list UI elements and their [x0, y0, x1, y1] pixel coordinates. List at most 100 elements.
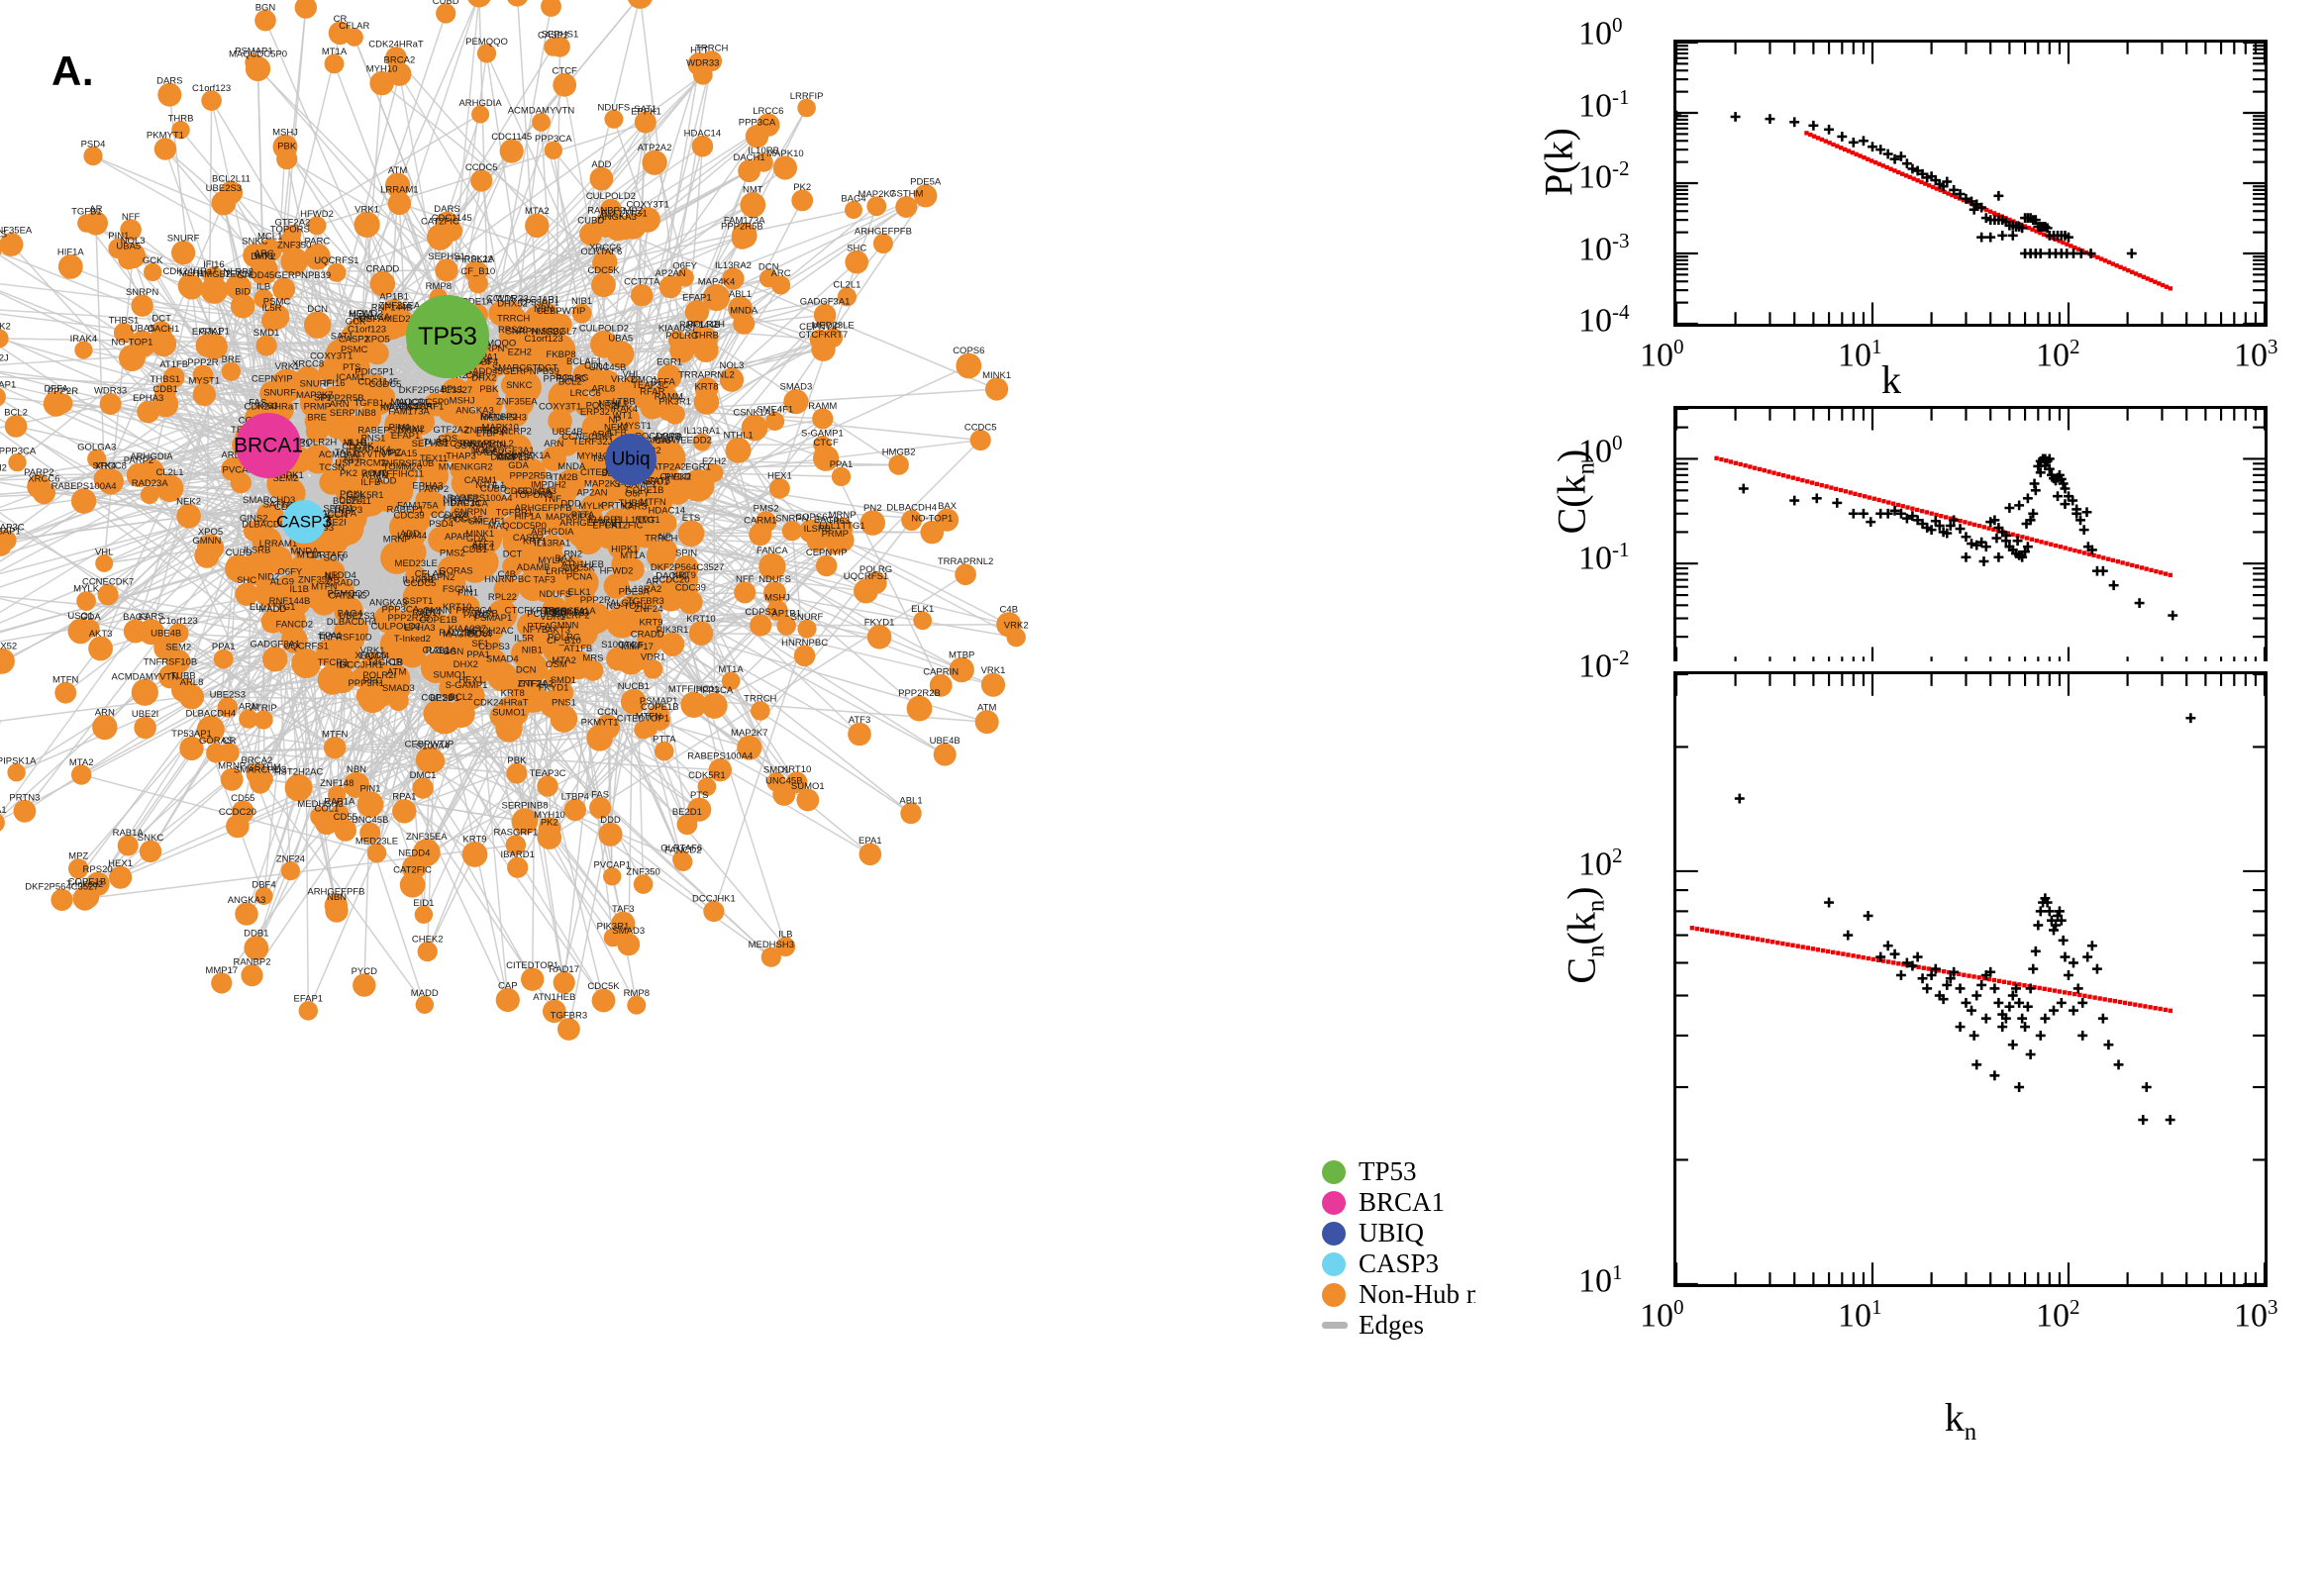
network-node-label: DKF2P564C3527 — [651, 562, 724, 573]
network-node — [557, 1018, 580, 1041]
network-node — [259, 380, 285, 406]
network-node — [502, 528, 533, 557]
network-node-label: NLRP2 — [559, 611, 590, 622]
network-node-label: ATN1HEB — [533, 992, 575, 1003]
network-node-label: ABL1 — [471, 543, 494, 553]
network-node-label: SERPINB8 — [502, 801, 549, 812]
network-node-label: CITEDTOP1 — [580, 467, 633, 478]
network-node — [343, 461, 363, 482]
network-node — [617, 933, 641, 956]
network-node — [776, 616, 796, 636]
network-node-label: ATM — [387, 667, 406, 678]
network-node — [402, 854, 427, 880]
network-node-label: CCDC5 — [369, 379, 402, 390]
network-node — [974, 710, 999, 735]
network-node-label: MAQCDC5P0 — [229, 49, 287, 59]
network-node-label: RABEPS100A4 — [357, 426, 423, 437]
network-node-label: HMGB2 — [531, 327, 564, 338]
network-node-label: SMARCHD3 — [243, 495, 295, 506]
network-node — [511, 640, 538, 667]
network-node-label: USO1 — [644, 477, 669, 488]
network-node-label: MAQCDC5P0 — [390, 397, 449, 408]
network-node — [203, 266, 225, 287]
network-node-label: ARHGDIA — [458, 98, 502, 109]
network-node-label: PKMYT1 — [581, 718, 619, 729]
network-node-label: TP53AP1 — [519, 297, 559, 308]
network-node-label: PYCD — [664, 471, 691, 482]
network-node — [140, 485, 159, 505]
network-node — [586, 725, 613, 751]
network-node — [487, 661, 518, 692]
network-node-label: RIPK1 — [276, 470, 303, 481]
network-node — [758, 552, 786, 580]
network-node — [113, 323, 135, 344]
network-node-label: UQCRFS1 — [844, 571, 888, 582]
network-node — [813, 445, 840, 471]
network-node-label: LRCC6 — [753, 106, 783, 117]
network-node-label: CDK24HRaT — [244, 401, 299, 412]
network-node — [528, 341, 559, 373]
network-node-label: ARHGDIA — [130, 451, 173, 462]
network-node-label: STAT3 — [643, 476, 670, 487]
network-node-label: EPPK1 — [592, 521, 623, 532]
network-node — [0, 329, 9, 349]
network-node — [81, 619, 100, 638]
network-node — [708, 758, 732, 782]
network-node-label: ZNF350 — [298, 574, 332, 585]
network-node-label: VRK1 — [360, 646, 385, 656]
hub-node-brca1: BRCA1 — [234, 413, 303, 478]
network-node-label: USO1 — [67, 611, 93, 622]
network-node-label: DFFA — [45, 383, 69, 394]
network-node-label: CD55 — [231, 793, 254, 804]
network-node — [901, 510, 923, 531]
legend-item-label: TP53 — [1359, 1156, 1417, 1186]
network-node — [192, 382, 216, 407]
network-node-label: LTBB — [613, 396, 636, 407]
network-node-label: BAG4 — [841, 194, 865, 205]
network-node — [603, 573, 630, 599]
network-node — [796, 788, 820, 812]
network-node — [813, 303, 837, 327]
network-node-label: GJAP1 — [530, 294, 559, 305]
network-node-label: PK2 — [541, 818, 558, 829]
x-tick-label: 100 — [1640, 335, 1684, 374]
network-node — [305, 420, 329, 443]
network-node — [334, 819, 356, 842]
network-node — [678, 590, 703, 615]
y-tick-label: 102 — [1578, 843, 1623, 883]
network-node-label: CUBD — [480, 484, 507, 495]
network-node-label: DKF2P564C3527 — [399, 385, 472, 396]
network-node — [280, 627, 308, 653]
network-node-label: CD55 — [334, 812, 357, 823]
network-node-label: UBE2S3 — [339, 611, 374, 622]
network-node — [471, 105, 490, 124]
network-node-label: ATF3 — [472, 540, 495, 550]
network-node — [913, 611, 933, 631]
network-node-label: SNURF — [791, 612, 824, 623]
legend-item-label: UBIQ — [1359, 1218, 1424, 1247]
network-node-label: NFYB — [523, 625, 548, 636]
network-node-label: EPPK1 — [192, 327, 223, 338]
network-node-label: ERP32 — [580, 407, 610, 418]
network-node-label: TRRCH — [497, 314, 530, 325]
network-node-label: CDC1145 — [357, 376, 398, 387]
network-node-label: PDIC5P1 — [354, 367, 394, 378]
network-node — [532, 113, 551, 132]
network-node-label: PPP2R — [48, 386, 78, 397]
network-node-label: CASP2 — [513, 533, 544, 544]
network-node — [262, 646, 288, 672]
network-node-label: SNKC — [138, 833, 164, 844]
network-node-label: NBN — [327, 892, 347, 903]
network-node-label: COXY3T1 — [310, 350, 353, 361]
network-node — [353, 973, 376, 997]
network-node-label: WDR33 — [94, 386, 127, 397]
network-node-label: CR — [389, 656, 403, 667]
network-node-label: TOMM20 — [383, 462, 422, 473]
network-node-label: TRRCH — [645, 533, 677, 544]
network-node-label: CEPNYIP — [806, 548, 848, 558]
network-node-label: ATF3 — [849, 715, 871, 726]
network-node-label: COL1 — [314, 803, 339, 814]
y-tick-label: 100 — [1578, 13, 1623, 52]
network-node — [728, 296, 754, 322]
network-node — [680, 691, 707, 718]
